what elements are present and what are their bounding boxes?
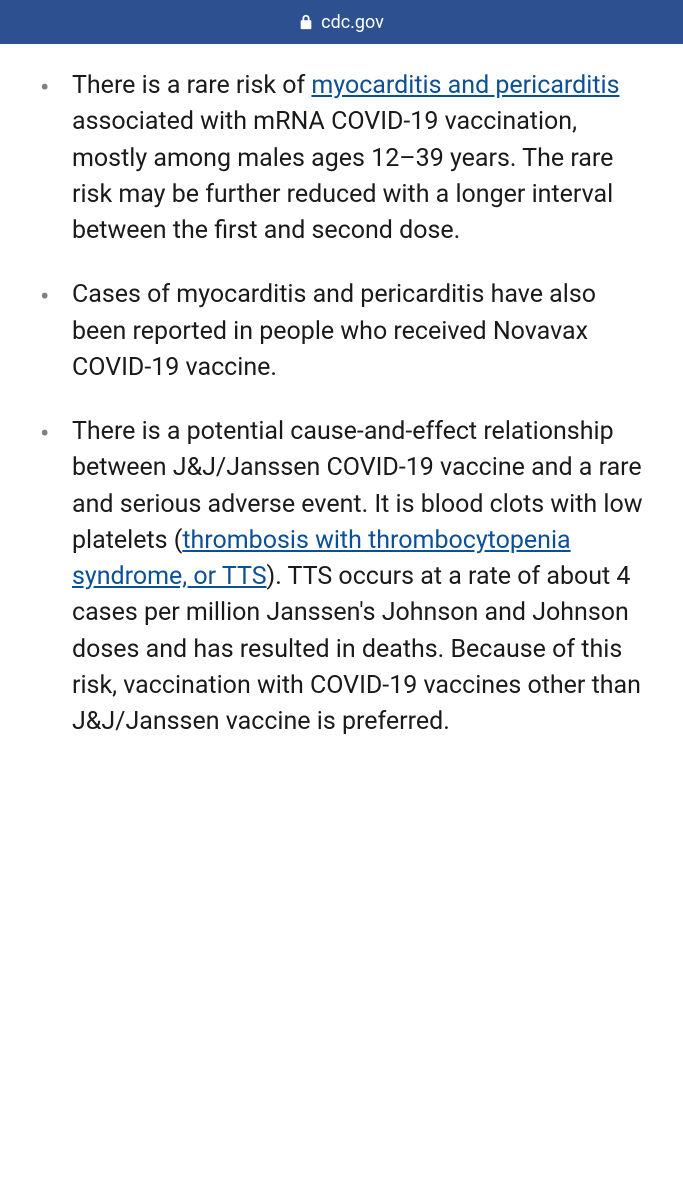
list-item: There is a potential cause-and-effect re… — [32, 414, 651, 740]
content-text: associated with mRNA COVID-19 vaccinatio… — [72, 107, 613, 245]
lock-icon — [299, 14, 313, 30]
content-text: Cases of myocarditis and pericarditis ha… — [72, 280, 596, 382]
url-text: cdc.gov — [321, 12, 384, 33]
browser-address-bar[interactable]: cdc.gov — [0, 0, 683, 44]
list-item: Cases of myocarditis and pericarditis ha… — [32, 277, 651, 386]
list-item: There is a rare risk of myocarditis and … — [32, 68, 651, 249]
content-link[interactable]: myocarditis and pericarditis — [311, 71, 619, 100]
bullet-list: There is a rare risk of myocarditis and … — [32, 68, 651, 740]
content-text: There is a rare risk of — [72, 71, 311, 100]
page-content: There is a rare risk of myocarditis and … — [0, 44, 683, 792]
